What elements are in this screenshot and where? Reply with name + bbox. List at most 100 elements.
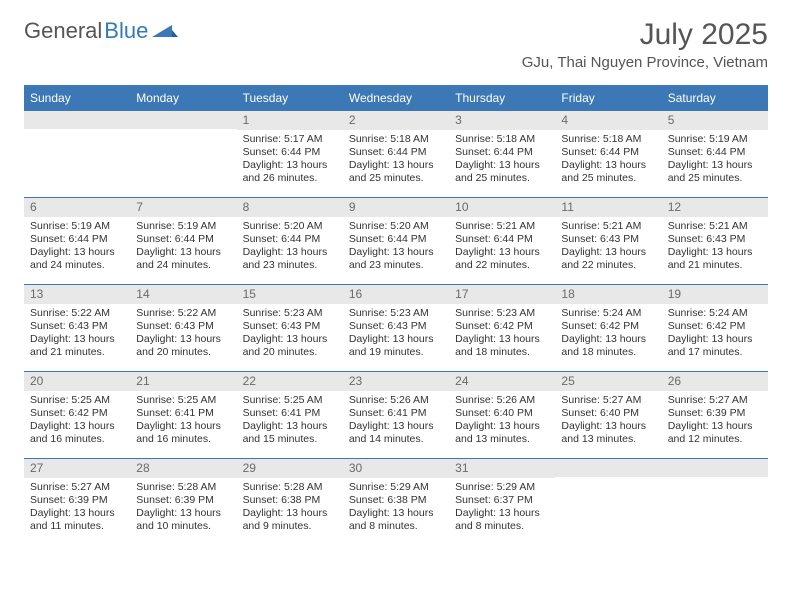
sunrise-text: Sunrise: 5:20 AM	[243, 220, 337, 233]
week-row: 27Sunrise: 5:27 AMSunset: 6:39 PMDayligh…	[24, 458, 768, 545]
daylight-text: Daylight: 13 hours and 25 minutes.	[561, 159, 655, 185]
day-info: Sunrise: 5:27 AMSunset: 6:40 PMDaylight:…	[555, 391, 661, 447]
sunrise-text: Sunrise: 5:23 AM	[349, 307, 443, 320]
day-cell: 3Sunrise: 5:18 AMSunset: 6:44 PMDaylight…	[449, 111, 555, 197]
day-number	[24, 111, 130, 129]
location: GJu, Thai Nguyen Province, Vietnam	[522, 54, 768, 71]
sunrise-text: Sunrise: 5:28 AM	[136, 481, 230, 494]
day-cell: 13Sunrise: 5:22 AMSunset: 6:43 PMDayligh…	[24, 285, 130, 371]
day-info: Sunrise: 5:22 AMSunset: 6:43 PMDaylight:…	[24, 304, 130, 360]
sunset-text: Sunset: 6:38 PM	[349, 494, 443, 507]
day-cell: 9Sunrise: 5:20 AMSunset: 6:44 PMDaylight…	[343, 198, 449, 284]
sunrise-text: Sunrise: 5:18 AM	[561, 133, 655, 146]
day-number: 4	[555, 111, 661, 130]
day-cell: 15Sunrise: 5:23 AMSunset: 6:43 PMDayligh…	[237, 285, 343, 371]
sunset-text: Sunset: 6:41 PM	[349, 407, 443, 420]
day-cell: 6Sunrise: 5:19 AMSunset: 6:44 PMDaylight…	[24, 198, 130, 284]
day-info: Sunrise: 5:24 AMSunset: 6:42 PMDaylight:…	[555, 304, 661, 360]
sunrise-text: Sunrise: 5:26 AM	[455, 394, 549, 407]
daylight-text: Daylight: 13 hours and 8 minutes.	[349, 507, 443, 533]
day-cell: 14Sunrise: 5:22 AMSunset: 6:43 PMDayligh…	[130, 285, 236, 371]
day-number: 12	[662, 198, 768, 217]
day-cell: 7Sunrise: 5:19 AMSunset: 6:44 PMDaylight…	[130, 198, 236, 284]
sunset-text: Sunset: 6:44 PM	[349, 233, 443, 246]
day-info: Sunrise: 5:27 AMSunset: 6:39 PMDaylight:…	[662, 391, 768, 447]
day-cell	[130, 111, 236, 197]
sunrise-text: Sunrise: 5:26 AM	[349, 394, 443, 407]
sunrise-text: Sunrise: 5:19 AM	[668, 133, 762, 146]
day-info: Sunrise: 5:21 AMSunset: 6:43 PMDaylight:…	[662, 217, 768, 273]
day-number: 21	[130, 372, 236, 391]
dayhead-sunday: Sunday	[24, 87, 130, 110]
day-info: Sunrise: 5:19 AMSunset: 6:44 PMDaylight:…	[24, 217, 130, 273]
sunset-text: Sunset: 6:43 PM	[30, 320, 124, 333]
sunset-text: Sunset: 6:43 PM	[136, 320, 230, 333]
day-number: 23	[343, 372, 449, 391]
daylight-text: Daylight: 13 hours and 12 minutes.	[668, 420, 762, 446]
day-cell: 26Sunrise: 5:27 AMSunset: 6:39 PMDayligh…	[662, 372, 768, 458]
day-number	[555, 459, 661, 477]
weeks-container: 1Sunrise: 5:17 AMSunset: 6:44 PMDaylight…	[24, 110, 768, 545]
daylight-text: Daylight: 13 hours and 22 minutes.	[561, 246, 655, 272]
day-number: 25	[555, 372, 661, 391]
sunrise-text: Sunrise: 5:20 AM	[349, 220, 443, 233]
sunset-text: Sunset: 6:39 PM	[136, 494, 230, 507]
day-cell: 19Sunrise: 5:24 AMSunset: 6:42 PMDayligh…	[662, 285, 768, 371]
sunset-text: Sunset: 6:39 PM	[30, 494, 124, 507]
sunset-text: Sunset: 6:44 PM	[455, 233, 549, 246]
daylight-text: Daylight: 13 hours and 20 minutes.	[136, 333, 230, 359]
sunset-text: Sunset: 6:42 PM	[668, 320, 762, 333]
day-number	[662, 459, 768, 477]
day-info: Sunrise: 5:21 AMSunset: 6:44 PMDaylight:…	[449, 217, 555, 273]
day-cell: 31Sunrise: 5:29 AMSunset: 6:37 PMDayligh…	[449, 459, 555, 545]
daylight-text: Daylight: 13 hours and 16 minutes.	[30, 420, 124, 446]
day-number: 24	[449, 372, 555, 391]
sunrise-text: Sunrise: 5:24 AM	[668, 307, 762, 320]
sunrise-text: Sunrise: 5:25 AM	[30, 394, 124, 407]
dayhead-thursday: Thursday	[449, 87, 555, 110]
sunset-text: Sunset: 6:43 PM	[349, 320, 443, 333]
day-cell: 16Sunrise: 5:23 AMSunset: 6:43 PMDayligh…	[343, 285, 449, 371]
sunrise-text: Sunrise: 5:23 AM	[243, 307, 337, 320]
daylight-text: Daylight: 13 hours and 15 minutes.	[243, 420, 337, 446]
day-cell: 28Sunrise: 5:28 AMSunset: 6:39 PMDayligh…	[130, 459, 236, 545]
daylight-text: Daylight: 13 hours and 13 minutes.	[561, 420, 655, 446]
day-number: 3	[449, 111, 555, 130]
day-number: 28	[130, 459, 236, 478]
month-title: July 2025	[522, 18, 768, 52]
day-number: 31	[449, 459, 555, 478]
daylight-text: Daylight: 13 hours and 24 minutes.	[30, 246, 124, 272]
sunset-text: Sunset: 6:44 PM	[561, 146, 655, 159]
sunrise-text: Sunrise: 5:21 AM	[668, 220, 762, 233]
day-cell: 29Sunrise: 5:28 AMSunset: 6:38 PMDayligh…	[237, 459, 343, 545]
daylight-text: Daylight: 13 hours and 23 minutes.	[243, 246, 337, 272]
day-info: Sunrise: 5:29 AMSunset: 6:37 PMDaylight:…	[449, 478, 555, 534]
day-cell: 21Sunrise: 5:25 AMSunset: 6:41 PMDayligh…	[130, 372, 236, 458]
daylight-text: Daylight: 13 hours and 25 minutes.	[455, 159, 549, 185]
day-info: Sunrise: 5:25 AMSunset: 6:41 PMDaylight:…	[237, 391, 343, 447]
day-number: 22	[237, 372, 343, 391]
daylight-text: Daylight: 13 hours and 14 minutes.	[349, 420, 443, 446]
day-info: Sunrise: 5:18 AMSunset: 6:44 PMDaylight:…	[555, 130, 661, 186]
sunset-text: Sunset: 6:43 PM	[561, 233, 655, 246]
day-info: Sunrise: 5:25 AMSunset: 6:42 PMDaylight:…	[24, 391, 130, 447]
sunset-text: Sunset: 6:44 PM	[455, 146, 549, 159]
day-number: 18	[555, 285, 661, 304]
sunrise-text: Sunrise: 5:23 AM	[455, 307, 549, 320]
sunrise-text: Sunrise: 5:18 AM	[349, 133, 443, 146]
day-cell: 11Sunrise: 5:21 AMSunset: 6:43 PMDayligh…	[555, 198, 661, 284]
daylight-text: Daylight: 13 hours and 26 minutes.	[243, 159, 337, 185]
day-cell: 8Sunrise: 5:20 AMSunset: 6:44 PMDaylight…	[237, 198, 343, 284]
daylight-text: Daylight: 13 hours and 21 minutes.	[30, 333, 124, 359]
sunrise-text: Sunrise: 5:29 AM	[349, 481, 443, 494]
day-cell: 18Sunrise: 5:24 AMSunset: 6:42 PMDayligh…	[555, 285, 661, 371]
daylight-text: Daylight: 13 hours and 8 minutes.	[455, 507, 549, 533]
day-number	[130, 111, 236, 129]
daylight-text: Daylight: 13 hours and 18 minutes.	[455, 333, 549, 359]
week-row: 13Sunrise: 5:22 AMSunset: 6:43 PMDayligh…	[24, 284, 768, 371]
day-info: Sunrise: 5:26 AMSunset: 6:41 PMDaylight:…	[343, 391, 449, 447]
logo-word1: General	[24, 18, 102, 44]
header: General Blue July 2025 GJu, Thai Nguyen …	[24, 18, 768, 71]
day-number: 17	[449, 285, 555, 304]
daylight-text: Daylight: 13 hours and 20 minutes.	[243, 333, 337, 359]
